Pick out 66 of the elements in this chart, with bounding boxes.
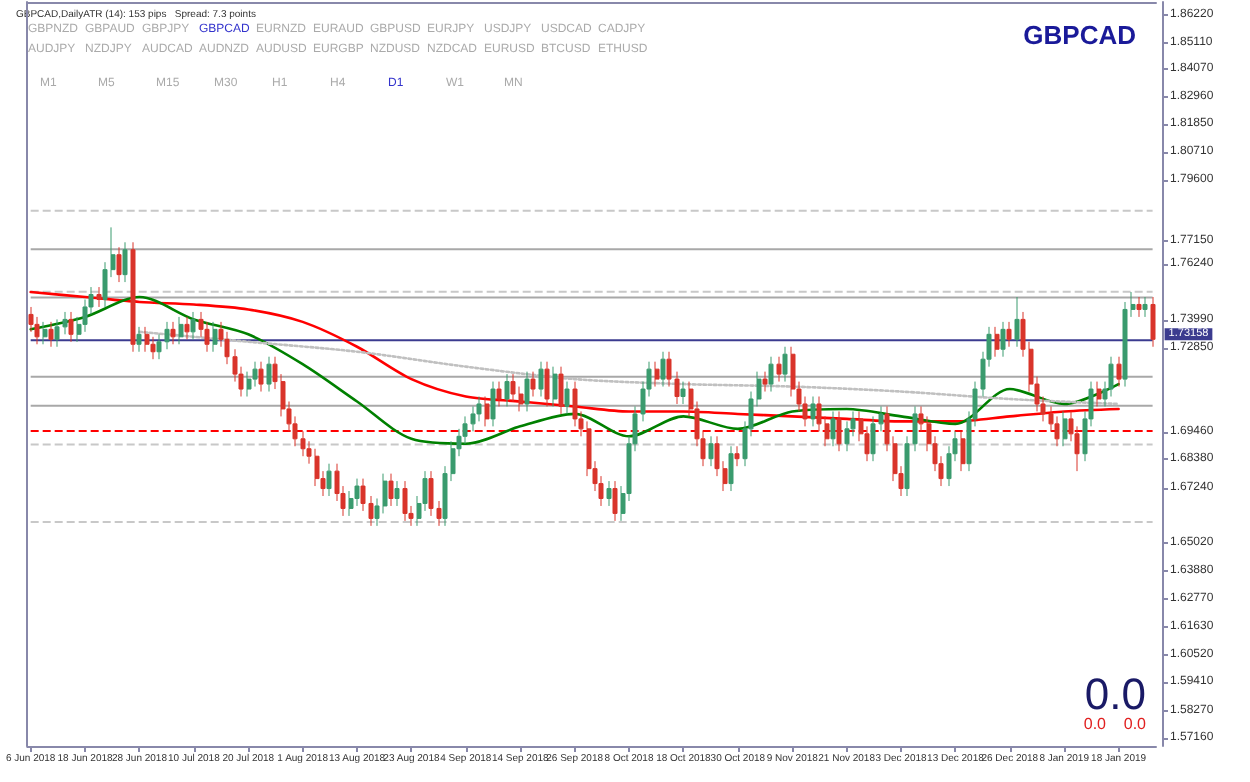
candlestick <box>552 366 558 407</box>
candlestick <box>402 480 408 522</box>
candlestick <box>178 316 184 345</box>
candlestick <box>530 371 536 398</box>
candlestick <box>1150 296 1156 348</box>
candlestick <box>1142 296 1148 318</box>
candlestick <box>538 361 544 398</box>
candlestick <box>484 396 490 427</box>
candlestick <box>258 361 264 393</box>
candlestick <box>1014 296 1020 348</box>
candlestick <box>96 286 102 308</box>
candlestick <box>212 321 218 353</box>
candlestick <box>654 361 660 388</box>
candlestick <box>558 366 564 415</box>
annotation: 0.0 <box>1084 669 1147 719</box>
candlestick <box>708 435 714 467</box>
annotation: 0.0 <box>1083 715 1108 733</box>
line-series <box>29 290 1120 423</box>
candlestick <box>136 326 142 353</box>
candlestick <box>130 241 136 353</box>
candlestick <box>116 246 122 283</box>
candlestick <box>496 381 502 407</box>
candlestick <box>762 371 768 393</box>
candlestick <box>524 371 530 412</box>
candlestick <box>1062 410 1068 447</box>
candlestick <box>612 480 618 522</box>
candlestick <box>68 311 74 343</box>
candlestick <box>122 241 128 283</box>
candlestick <box>266 356 272 393</box>
candlestick <box>394 480 400 507</box>
annotation: 0.0 <box>1123 715 1148 733</box>
line-series <box>138 330 1120 406</box>
candlestick <box>504 373 510 407</box>
candlestick <box>960 430 966 472</box>
candlestick <box>830 410 836 447</box>
candlestick <box>144 326 150 353</box>
text: GBPCAD <box>1023 20 1137 50</box>
candlestick <box>388 473 394 507</box>
candlestick <box>48 321 54 348</box>
candlestick <box>728 445 734 492</box>
candlestick <box>606 480 612 507</box>
candlestick <box>776 356 782 383</box>
candlestick <box>680 381 686 405</box>
candlestick <box>326 463 332 497</box>
candlestick <box>994 326 1000 358</box>
candlestick <box>564 381 570 415</box>
candlestick <box>782 346 788 383</box>
candlestick <box>1116 356 1122 388</box>
candlestick <box>1006 321 1012 348</box>
candlestick <box>42 321 48 345</box>
candlestick <box>768 356 774 393</box>
candlestick <box>54 318 60 348</box>
candlestick <box>490 381 496 427</box>
candlestick <box>184 316 190 340</box>
candlestick <box>190 311 196 340</box>
line-series <box>29 295 1120 446</box>
candlestick <box>734 445 740 467</box>
candlestick <box>1136 296 1142 318</box>
candlestick <box>1000 321 1006 358</box>
candlestick <box>810 396 816 427</box>
candlestick <box>1096 381 1102 407</box>
candlestick <box>544 361 550 407</box>
candlestick <box>1108 356 1114 398</box>
candlestick <box>660 351 666 388</box>
candlestick <box>836 410 842 452</box>
candlestick <box>170 321 176 345</box>
